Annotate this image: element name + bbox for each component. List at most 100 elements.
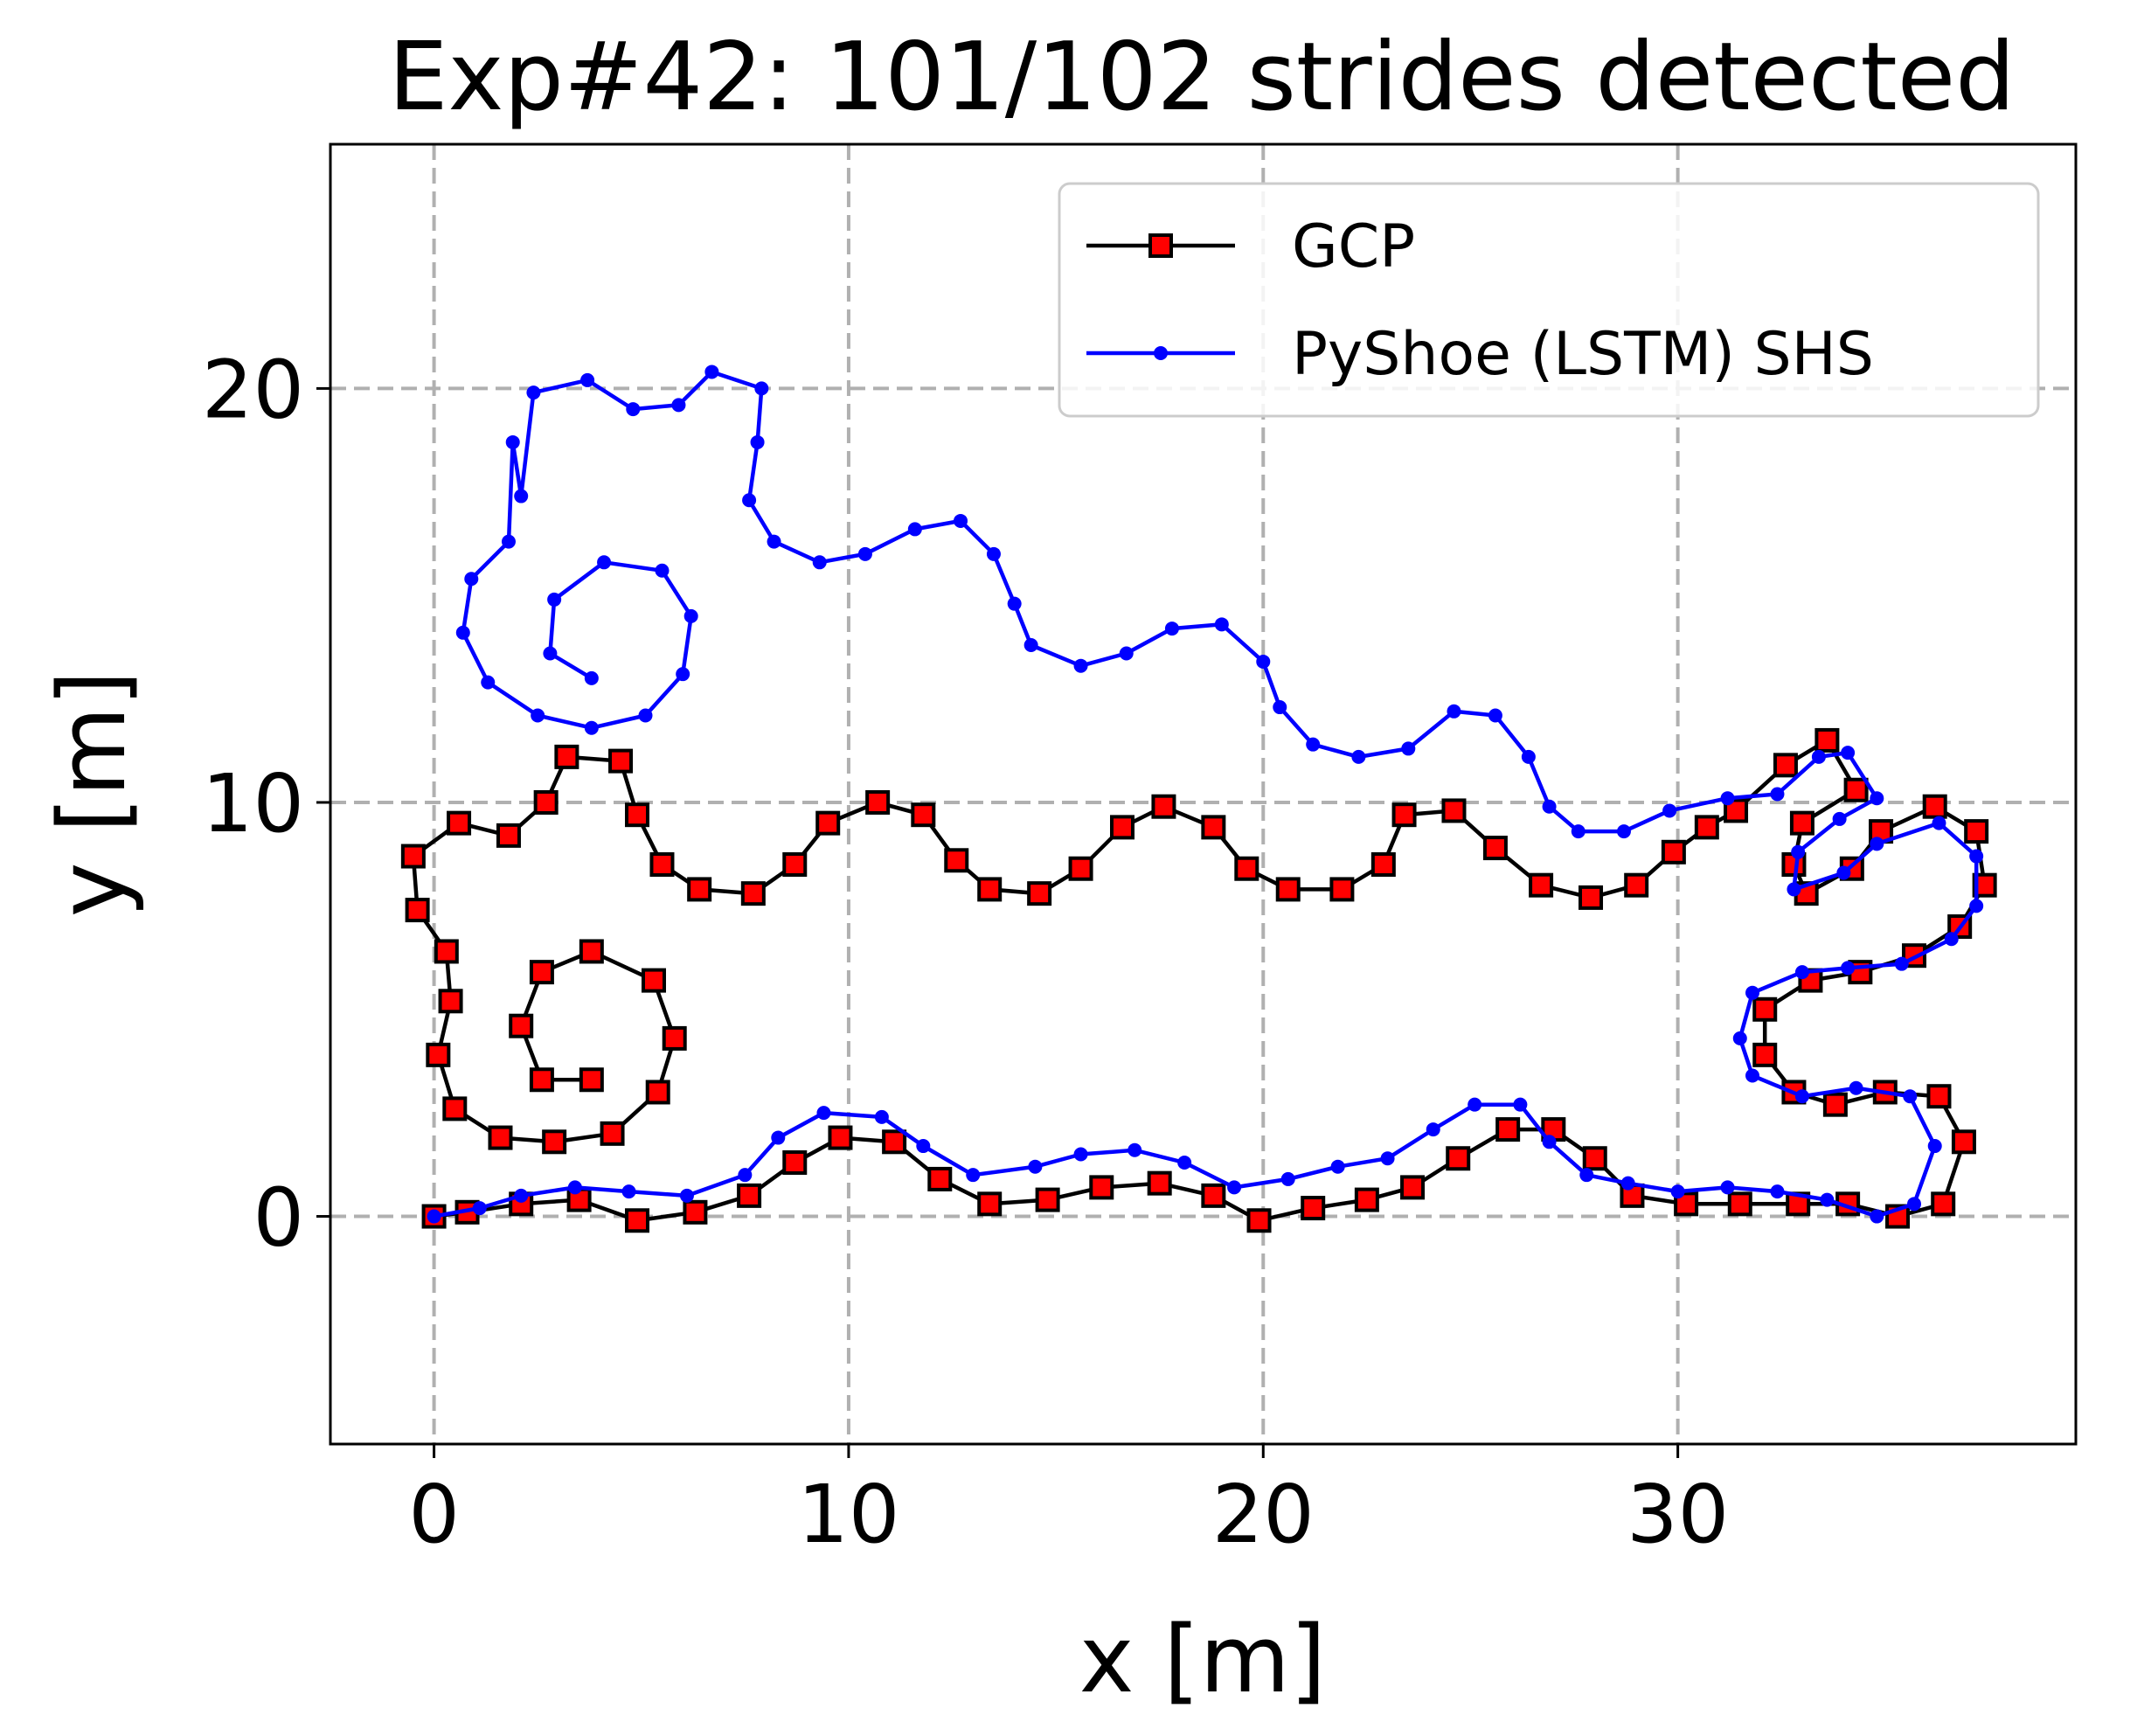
data-point-pyshoe: [1306, 737, 1321, 752]
data-point-pyshoe: [1023, 638, 1038, 653]
data-point-gcp: [608, 748, 634, 774]
plot-series: [400, 365, 1997, 1233]
data-point-pyshoe: [1932, 816, 1946, 830]
data-point-gcp: [625, 1208, 650, 1233]
data-point-gcp: [782, 1149, 808, 1175]
data-point-gcp: [442, 1096, 468, 1121]
data-point-pyshoe: [464, 572, 479, 587]
data-point-pyshoe: [655, 563, 670, 578]
data-point-pyshoe: [481, 675, 496, 690]
data-point-pyshoe: [1720, 791, 1735, 806]
data-point-gcp: [1201, 1183, 1226, 1208]
data-point-gcp: [1151, 794, 1176, 819]
data-point-pyshoe: [704, 365, 719, 379]
data-point-pyshoe: [580, 372, 595, 387]
data-point-pyshoe: [1969, 849, 1984, 864]
data-point-pyshoe: [1894, 956, 1909, 971]
data-point-pyshoe: [754, 381, 769, 396]
data-point-gcp: [1822, 1092, 1848, 1117]
data-point-pyshoe: [954, 513, 968, 528]
data-point-pyshoe: [455, 625, 470, 640]
data-point-gcp: [496, 823, 521, 848]
data-point-gcp: [645, 1080, 670, 1105]
data-point-pyshoe: [1426, 1122, 1440, 1137]
data-point-pyshoe: [1732, 1031, 1747, 1045]
data-point-gcp: [649, 852, 675, 878]
data-point-gcp: [447, 810, 472, 836]
data-point-pyshoe: [1870, 1209, 1884, 1224]
data-point-pyshoe: [1007, 596, 1022, 611]
data-point-pyshoe: [1119, 646, 1134, 661]
data-point-pyshoe: [1794, 965, 1809, 980]
data-point-pyshoe: [567, 1180, 582, 1195]
data-point-pyshoe: [1832, 811, 1847, 826]
data-point-gcp: [977, 877, 1003, 902]
data-point-pyshoe: [916, 1139, 931, 1154]
data-point-pyshoe: [1870, 837, 1884, 851]
data-point-gcp: [400, 844, 426, 869]
data-point-pyshoe: [1620, 1176, 1635, 1191]
data-point-pyshoe: [1351, 749, 1366, 764]
legend-label-pyshoe: PyShoe (LSTM) SHS: [1292, 320, 1874, 389]
data-point-gcp: [1661, 839, 1686, 865]
data-point-pyshoe: [1841, 961, 1856, 976]
data-point-pyshoe: [1670, 1184, 1685, 1199]
data-point-pyshoe: [514, 1188, 529, 1203]
data-point-pyshoe: [1571, 824, 1585, 839]
legend-marker-gcp: [1148, 233, 1173, 258]
data-point-gcp: [1027, 881, 1052, 906]
legend-label-gcp: GCP: [1292, 212, 1415, 281]
data-point-gcp: [1922, 794, 1947, 819]
data-point-gcp: [1931, 1191, 1956, 1217]
data-point-pyshoe: [1841, 746, 1856, 760]
y-axis-label: y [m]: [38, 670, 146, 917]
data-point-gcp: [1201, 815, 1226, 840]
y-tick-label: 10: [202, 757, 304, 851]
data-point-pyshoe: [1616, 824, 1631, 839]
data-point-gcp: [509, 1013, 534, 1038]
data-point-pyshoe: [874, 1109, 889, 1124]
data-point-pyshoe: [1073, 658, 1088, 673]
data-point-pyshoe: [683, 608, 698, 623]
data-point-gcp: [533, 789, 559, 815]
series-pyshoe: [427, 365, 1984, 1224]
data-point-gcp: [1391, 802, 1417, 828]
data-point-gcp: [1354, 1187, 1379, 1212]
data-point-gcp: [1814, 727, 1840, 753]
data-point-pyshoe: [1488, 708, 1502, 723]
data-point-gcp: [1482, 836, 1508, 861]
data-point-gcp: [1582, 1146, 1607, 1171]
data-point-gcp: [434, 939, 459, 964]
data-point-gcp: [662, 1025, 687, 1051]
data-point-gcp: [529, 960, 554, 985]
data-point-pyshoe: [1521, 749, 1536, 764]
legend-marker-pyshoe: [1154, 346, 1168, 360]
data-point-gcp: [1329, 877, 1355, 902]
legend-entry-gcp: GCP: [1086, 212, 1415, 281]
y-tick-label: 0: [253, 1171, 304, 1265]
legend-box: [1058, 182, 2040, 418]
chart-title: Exp#42: 101/102 strides detected: [388, 23, 2015, 132]
data-point-gcp: [426, 1042, 451, 1067]
data-point-pyshoe: [1227, 1180, 1242, 1195]
data-point-gcp: [438, 989, 463, 1014]
data-point-gcp: [579, 939, 604, 964]
x-tick-label: 20: [1212, 1468, 1315, 1561]
data-point-pyshoe: [1542, 1135, 1557, 1149]
data-point-gcp: [828, 1125, 853, 1150]
legend-entry-pyshoe: PyShoe (LSTM) SHS: [1086, 320, 1874, 389]
data-point-pyshoe: [1745, 1068, 1760, 1083]
data-point-gcp: [815, 810, 841, 836]
data-point-pyshoe: [1745, 985, 1760, 1000]
data-point-gcp: [1441, 798, 1467, 823]
data-point-gcp: [683, 1199, 708, 1225]
data-point-pyshoe: [1720, 1180, 1735, 1195]
data-point-pyshoe: [738, 1168, 753, 1183]
data-point-pyshoe: [966, 1168, 981, 1183]
data-point-pyshoe: [750, 434, 765, 449]
data-point-gcp: [1495, 1117, 1521, 1142]
data-point-pyshoe: [1944, 932, 1959, 947]
data-point-gcp: [1926, 1084, 1952, 1109]
data-point-gcp: [740, 881, 766, 906]
data-point-pyshoe: [1380, 1151, 1395, 1166]
